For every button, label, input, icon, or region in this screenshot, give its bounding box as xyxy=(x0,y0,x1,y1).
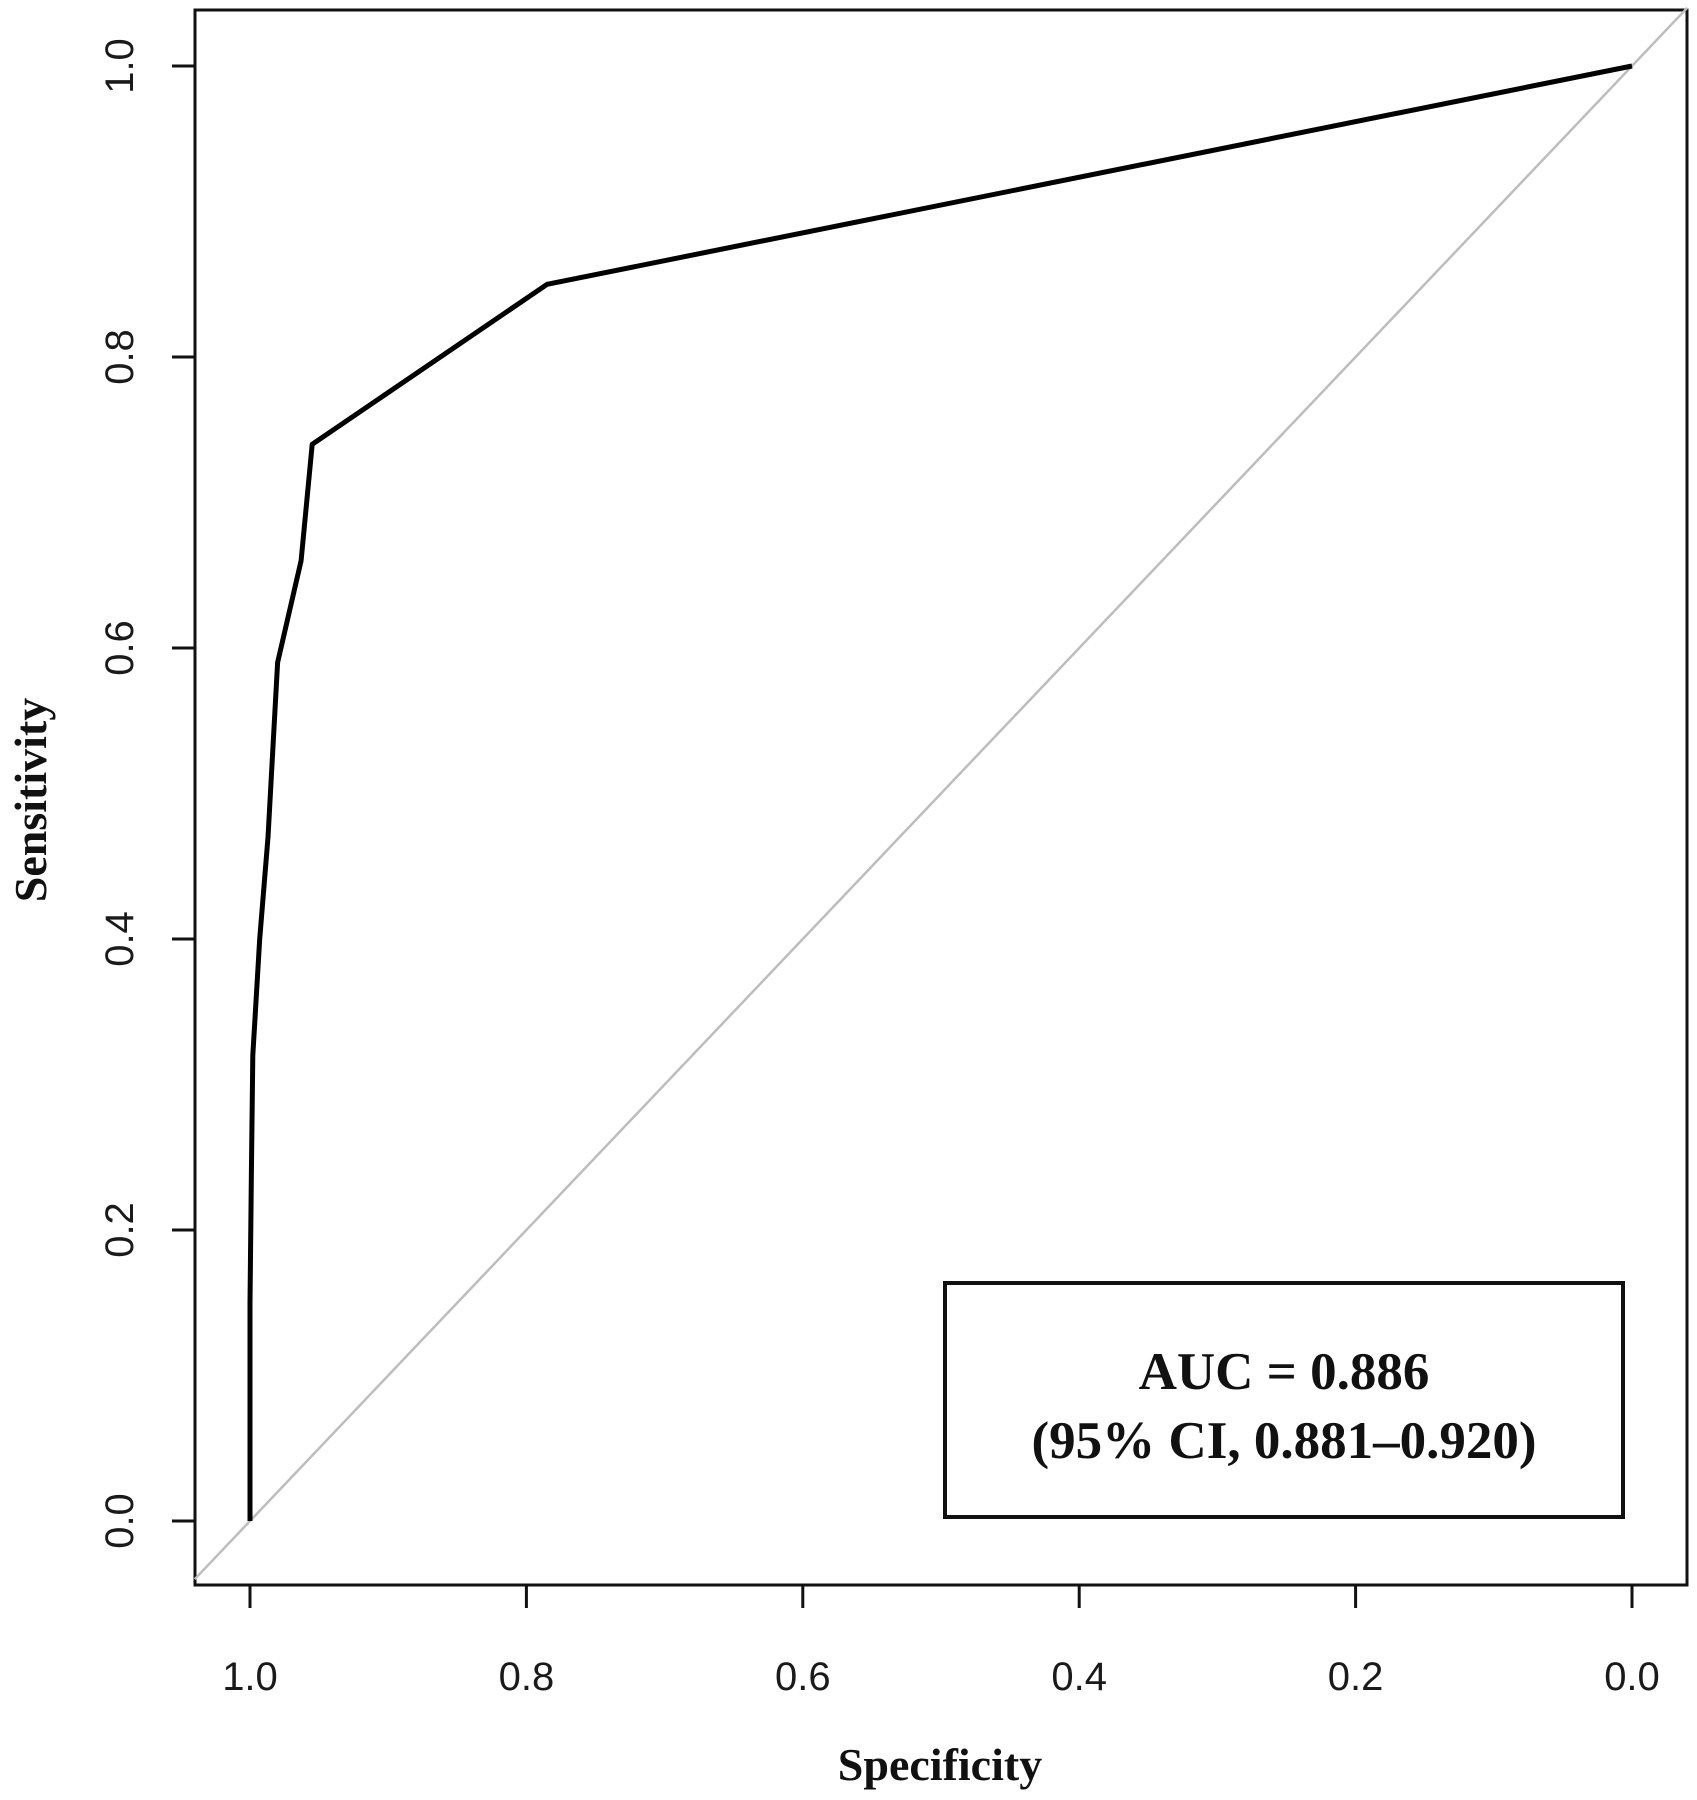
y-tick-label: 0.6 xyxy=(98,620,142,676)
x-tick-label: 1.0 xyxy=(222,1655,278,1699)
y-axis: 0.0 0.2 0.4 0.6 0.8 1.0 xyxy=(98,38,197,1549)
y-tick-label: 0.2 xyxy=(98,1202,142,1258)
reference-line xyxy=(193,6,1689,1581)
x-tick-label: 0.2 xyxy=(1328,1655,1384,1699)
x-axis-label: Specificity xyxy=(838,1739,1042,1790)
y-axis-label: Sensitivity xyxy=(5,698,56,902)
y-tick-label: 0.0 xyxy=(98,1493,142,1549)
x-tick-label: 0.0 xyxy=(1604,1655,1660,1699)
x-tick-label: 0.6 xyxy=(775,1655,831,1699)
auc-ci-text: (95% CI, 0.881–0.920) xyxy=(1032,1412,1537,1470)
reference-diagonal xyxy=(193,6,1689,1581)
x-tick-label: 0.8 xyxy=(499,1655,555,1699)
x-axis: 1.0 0.8 0.6 0.4 0.2 0.0 xyxy=(222,1583,1660,1699)
x-tick-label: 0.4 xyxy=(1051,1655,1107,1699)
roc-curve xyxy=(247,63,1633,1521)
y-tick-label: 0.8 xyxy=(98,329,142,385)
auc-annotation-box: AUC = 0.886 (95% CI, 0.881–0.920) xyxy=(943,1281,1625,1519)
annotation-frame xyxy=(943,1281,1625,1519)
y-tick-label: 0.4 xyxy=(98,911,142,967)
y-tick-label: 1.0 xyxy=(98,38,142,94)
roc-series-line-0 xyxy=(247,63,1633,1521)
auc-value-text: AUC = 0.886 xyxy=(1139,1343,1430,1401)
